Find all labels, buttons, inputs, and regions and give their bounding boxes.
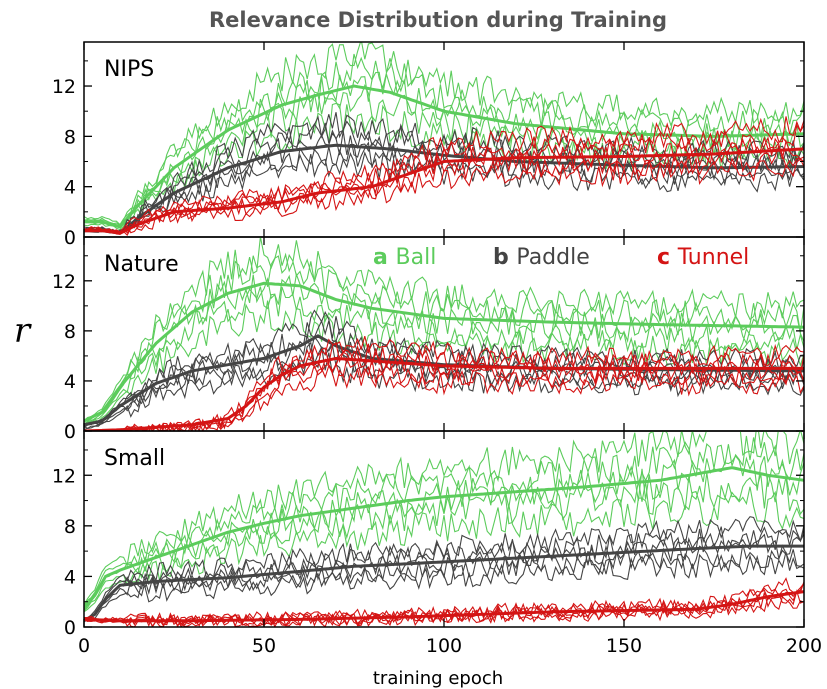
series-paddle-run-line bbox=[84, 341, 804, 429]
panels-group: 0 4 8 12 NIPS 0 4 8 12 Nature 0 4 8 12 Small 0 50 100 150 2… bbox=[52, 41, 822, 657]
series-ball-run-line bbox=[84, 431, 804, 606]
series-ball-mean-line bbox=[84, 84, 804, 229]
y-tick-label: 0 bbox=[64, 421, 76, 443]
series-ball-run-line bbox=[84, 53, 804, 226]
y-tick-label: 0 bbox=[64, 227, 76, 249]
y-tick-label: 0 bbox=[64, 617, 76, 639]
series-paddle-run-line bbox=[84, 112, 804, 232]
panel-small-frame bbox=[83, 430, 805, 628]
series-paddle-run-line bbox=[84, 319, 804, 429]
y-tick-label: 4 bbox=[64, 566, 76, 588]
x-tick-label: 50 bbox=[252, 635, 276, 657]
y-tick-label: 12 bbox=[52, 76, 76, 98]
y-tick-label: 8 bbox=[64, 126, 76, 148]
series-paddle-run-line bbox=[84, 516, 804, 621]
chart-title: Relevance Distribution during Training bbox=[209, 8, 667, 32]
series-tunnel-mean-line bbox=[84, 356, 804, 431]
series-tunnel-run-line bbox=[84, 143, 804, 234]
series-tunnel-mean-line bbox=[84, 590, 804, 623]
series-tunnel-run-line bbox=[84, 577, 804, 626]
legend-item-ball: a Ball bbox=[373, 245, 436, 270]
series-tunnel-run-line bbox=[84, 116, 804, 233]
legend-item-tunnel: c Tunnel bbox=[657, 245, 749, 270]
series-paddle-mean-line bbox=[84, 544, 804, 622]
series-ball-run-line bbox=[84, 42, 804, 226]
y-tick-label: 12 bbox=[52, 271, 76, 293]
y-tick-label: 4 bbox=[64, 371, 76, 393]
x-tick-label: 150 bbox=[606, 635, 642, 657]
series-ball-run-line bbox=[84, 253, 804, 422]
y-tick-label: 8 bbox=[64, 516, 76, 538]
panel-nips-lines bbox=[84, 42, 804, 236]
x-axis-label: training epoch bbox=[373, 668, 503, 689]
x-tick-label: 0 bbox=[78, 635, 90, 657]
y-tick-label: 4 bbox=[64, 177, 76, 199]
series-ball-run-line bbox=[84, 286, 804, 425]
series-tunnel-mean-line bbox=[84, 147, 804, 235]
y-tick-label: 12 bbox=[52, 465, 76, 487]
legend-item-paddle: b Paddle bbox=[493, 245, 590, 270]
x-tick-label: 100 bbox=[426, 635, 462, 657]
x-tick-label: 200 bbox=[786, 635, 822, 657]
series-ball-mean-line bbox=[84, 281, 804, 423]
series-paddle-run-line bbox=[84, 533, 804, 623]
legend: a Ball b Paddle c Tunnel bbox=[373, 245, 749, 270]
panel-small-lines bbox=[84, 431, 804, 627]
y-axis-label: r bbox=[14, 311, 32, 351]
series-ball-mean-line bbox=[84, 466, 804, 609]
panel-nature-lines bbox=[84, 237, 804, 431]
series-paddle-run-line bbox=[84, 309, 804, 426]
panel-label: Nature bbox=[104, 252, 179, 277]
panel-label: Small bbox=[104, 446, 165, 471]
series-ball-run-line bbox=[84, 237, 804, 422]
y-tick-label: 8 bbox=[64, 321, 76, 343]
series-paddle-run-line bbox=[84, 346, 804, 430]
series-tunnel-run-line bbox=[84, 335, 804, 431]
panel-label: NIPS bbox=[104, 57, 154, 82]
series-ball-run-line bbox=[84, 472, 804, 612]
